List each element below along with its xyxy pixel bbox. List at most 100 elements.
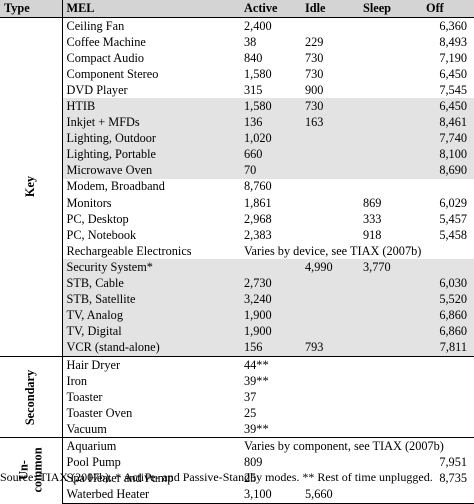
- table-row: Rechargeable Electronics Varies by device…: [0, 243, 474, 259]
- cell-idle: [301, 195, 359, 211]
- table-row: PC, Notebook 2,383 918 5,458: [0, 227, 474, 243]
- table-row: Microwave Oven 70 8,690: [0, 162, 474, 179]
- cell-mel: Monitors: [66, 195, 112, 210]
- cell-sleep: [359, 114, 416, 131]
- cell-off: 8,461: [416, 114, 474, 131]
- cell-mel: VCR (stand-alone): [62, 339, 240, 357]
- cell-mel: Pool Pump: [66, 455, 121, 470]
- cell-mel: Lighting, Portable: [62, 146, 240, 163]
- cell-sleep: 3,770: [359, 259, 416, 276]
- table-row: Component Stereo 1,580 730 6,450: [0, 66, 474, 82]
- cell-off: 6,860: [416, 323, 474, 340]
- cell-sleep: 333: [363, 211, 382, 226]
- cell-off: [416, 373, 474, 389]
- cell-idle: 163: [301, 114, 359, 131]
- table-row: Spa Heater and Pump 25 8,735: [0, 471, 474, 487]
- cell-off: [416, 389, 474, 405]
- cell-sleep: [359, 82, 416, 98]
- cell-idle: [301, 227, 359, 243]
- cell-sleep: [359, 162, 416, 179]
- cell-sleep: [359, 291, 416, 308]
- cell-sleep: [359, 130, 416, 147]
- cell-off: 7,951: [439, 455, 467, 470]
- cell-off: 6,450: [416, 98, 474, 115]
- cell-active: 1,900: [240, 307, 301, 324]
- cell-sleep: [359, 355, 416, 374]
- cell-off: 7,740: [416, 130, 474, 147]
- cell-sleep: [359, 307, 416, 324]
- cell-sleep: [359, 179, 416, 195]
- table-row: Toaster 37: [0, 389, 474, 405]
- cell-off: [416, 179, 474, 195]
- cell-mel: PC, Desktop: [66, 211, 129, 226]
- cell-mel: STB, Cable: [62, 275, 240, 292]
- table-row: Compact Audio 840 730 7,190: [0, 50, 474, 66]
- cell-sleep: [359, 339, 416, 357]
- cell-mel: Rechargeable Electronics: [66, 243, 192, 258]
- cell-sleep: [359, 146, 416, 163]
- group-label: Key: [0, 17, 63, 357]
- cell-mel: STB, Satellite: [62, 291, 240, 308]
- table-row: Monitors 1,861 869 6,029: [0, 195, 474, 211]
- header-type: Type: [0, 0, 63, 18]
- cell-mel: Inkjet + MFDs: [62, 114, 240, 131]
- cell-idle: [301, 355, 359, 374]
- table-row: Vacuum 39**: [0, 421, 474, 438]
- cell-active: 70: [240, 162, 301, 179]
- source-footnote: Source: TIAX (2007b). * Active- and Pass…: [0, 470, 433, 484]
- cell-mel: HTIB: [62, 98, 240, 115]
- table-row: Key Ceiling Fan 2,400 6,360: [0, 17, 474, 357]
- table-row: TV, Digital 1,900 6,860: [0, 323, 474, 340]
- table-row: Secondary Hair Dryer 44**: [0, 355, 474, 438]
- cell-off: 5,520: [416, 291, 474, 308]
- cell-sleep: [359, 389, 416, 405]
- cell-mel: Hair Dryer: [62, 355, 240, 374]
- cell-active: 809: [244, 455, 263, 470]
- cell-sleep: [359, 98, 416, 115]
- cell-active: 156: [240, 339, 301, 357]
- cell-active: 2,400: [244, 18, 272, 33]
- cell-mel: Iron: [66, 373, 88, 388]
- cell-off: 6,860: [416, 307, 474, 324]
- cell-off: 5,457: [439, 211, 467, 226]
- cell-off: 7,190: [439, 50, 467, 65]
- cell-idle: [301, 421, 359, 438]
- table-row: DVD Player 315 900 7,545: [0, 82, 474, 98]
- cell-active: 2,383: [244, 227, 272, 242]
- cell-mel: Vacuum: [66, 421, 107, 436]
- cell-idle: [301, 307, 359, 324]
- cell-active: 37: [244, 389, 257, 404]
- table-row: HTIB 1,580 730 6,450: [0, 98, 474, 115]
- header-active: Active: [240, 0, 301, 18]
- cell-off: [416, 421, 474, 438]
- cell-active: 25: [244, 471, 257, 486]
- cell-active: 38: [244, 34, 257, 49]
- group-label: Secondary: [0, 355, 63, 438]
- table-row: Security System* 4,990 3,770: [0, 259, 474, 276]
- cell-idle: [301, 130, 359, 147]
- table-row: TV, Analog 1,900 6,860: [0, 307, 474, 324]
- table-row: Waterbed Heater 3,100 5,660: [0, 486, 474, 504]
- cell-mel: Component Stereo: [66, 66, 159, 81]
- cell-active: 2,730: [240, 275, 301, 292]
- cell-span-note: Varies by component, see TIAX (2007b): [240, 437, 474, 455]
- cell-sleep: [359, 50, 416, 66]
- cell-span-note: Varies by device, see TIAX (2007b): [244, 243, 422, 258]
- table-body: Key Ceiling Fan 2,400 6,360 Coffee Machine 38…: [0, 17, 474, 504]
- cell-idle: 5,660: [301, 486, 359, 504]
- cell-mel: TV, Digital: [62, 323, 240, 340]
- cell-off: 7,811: [416, 339, 474, 357]
- cell-mel: PC, Notebook: [66, 227, 137, 242]
- cell-mel: Compact Audio: [66, 50, 145, 65]
- cell-off: 8,100: [416, 146, 474, 163]
- table-row: Lighting, Outdoor 1,020 7,740: [0, 130, 474, 147]
- cell-idle: [301, 455, 359, 471]
- cell-idle: [301, 405, 359, 421]
- cell-off: 7,545: [439, 82, 467, 97]
- cell-active: 1,020: [240, 130, 301, 147]
- cell-idle: 793: [301, 339, 359, 357]
- cell-off: 6,360: [439, 18, 467, 33]
- cell-idle: 730: [301, 98, 359, 115]
- cell-active: 840: [244, 50, 263, 65]
- cell-mel: Spa Heater and Pump: [66, 471, 174, 486]
